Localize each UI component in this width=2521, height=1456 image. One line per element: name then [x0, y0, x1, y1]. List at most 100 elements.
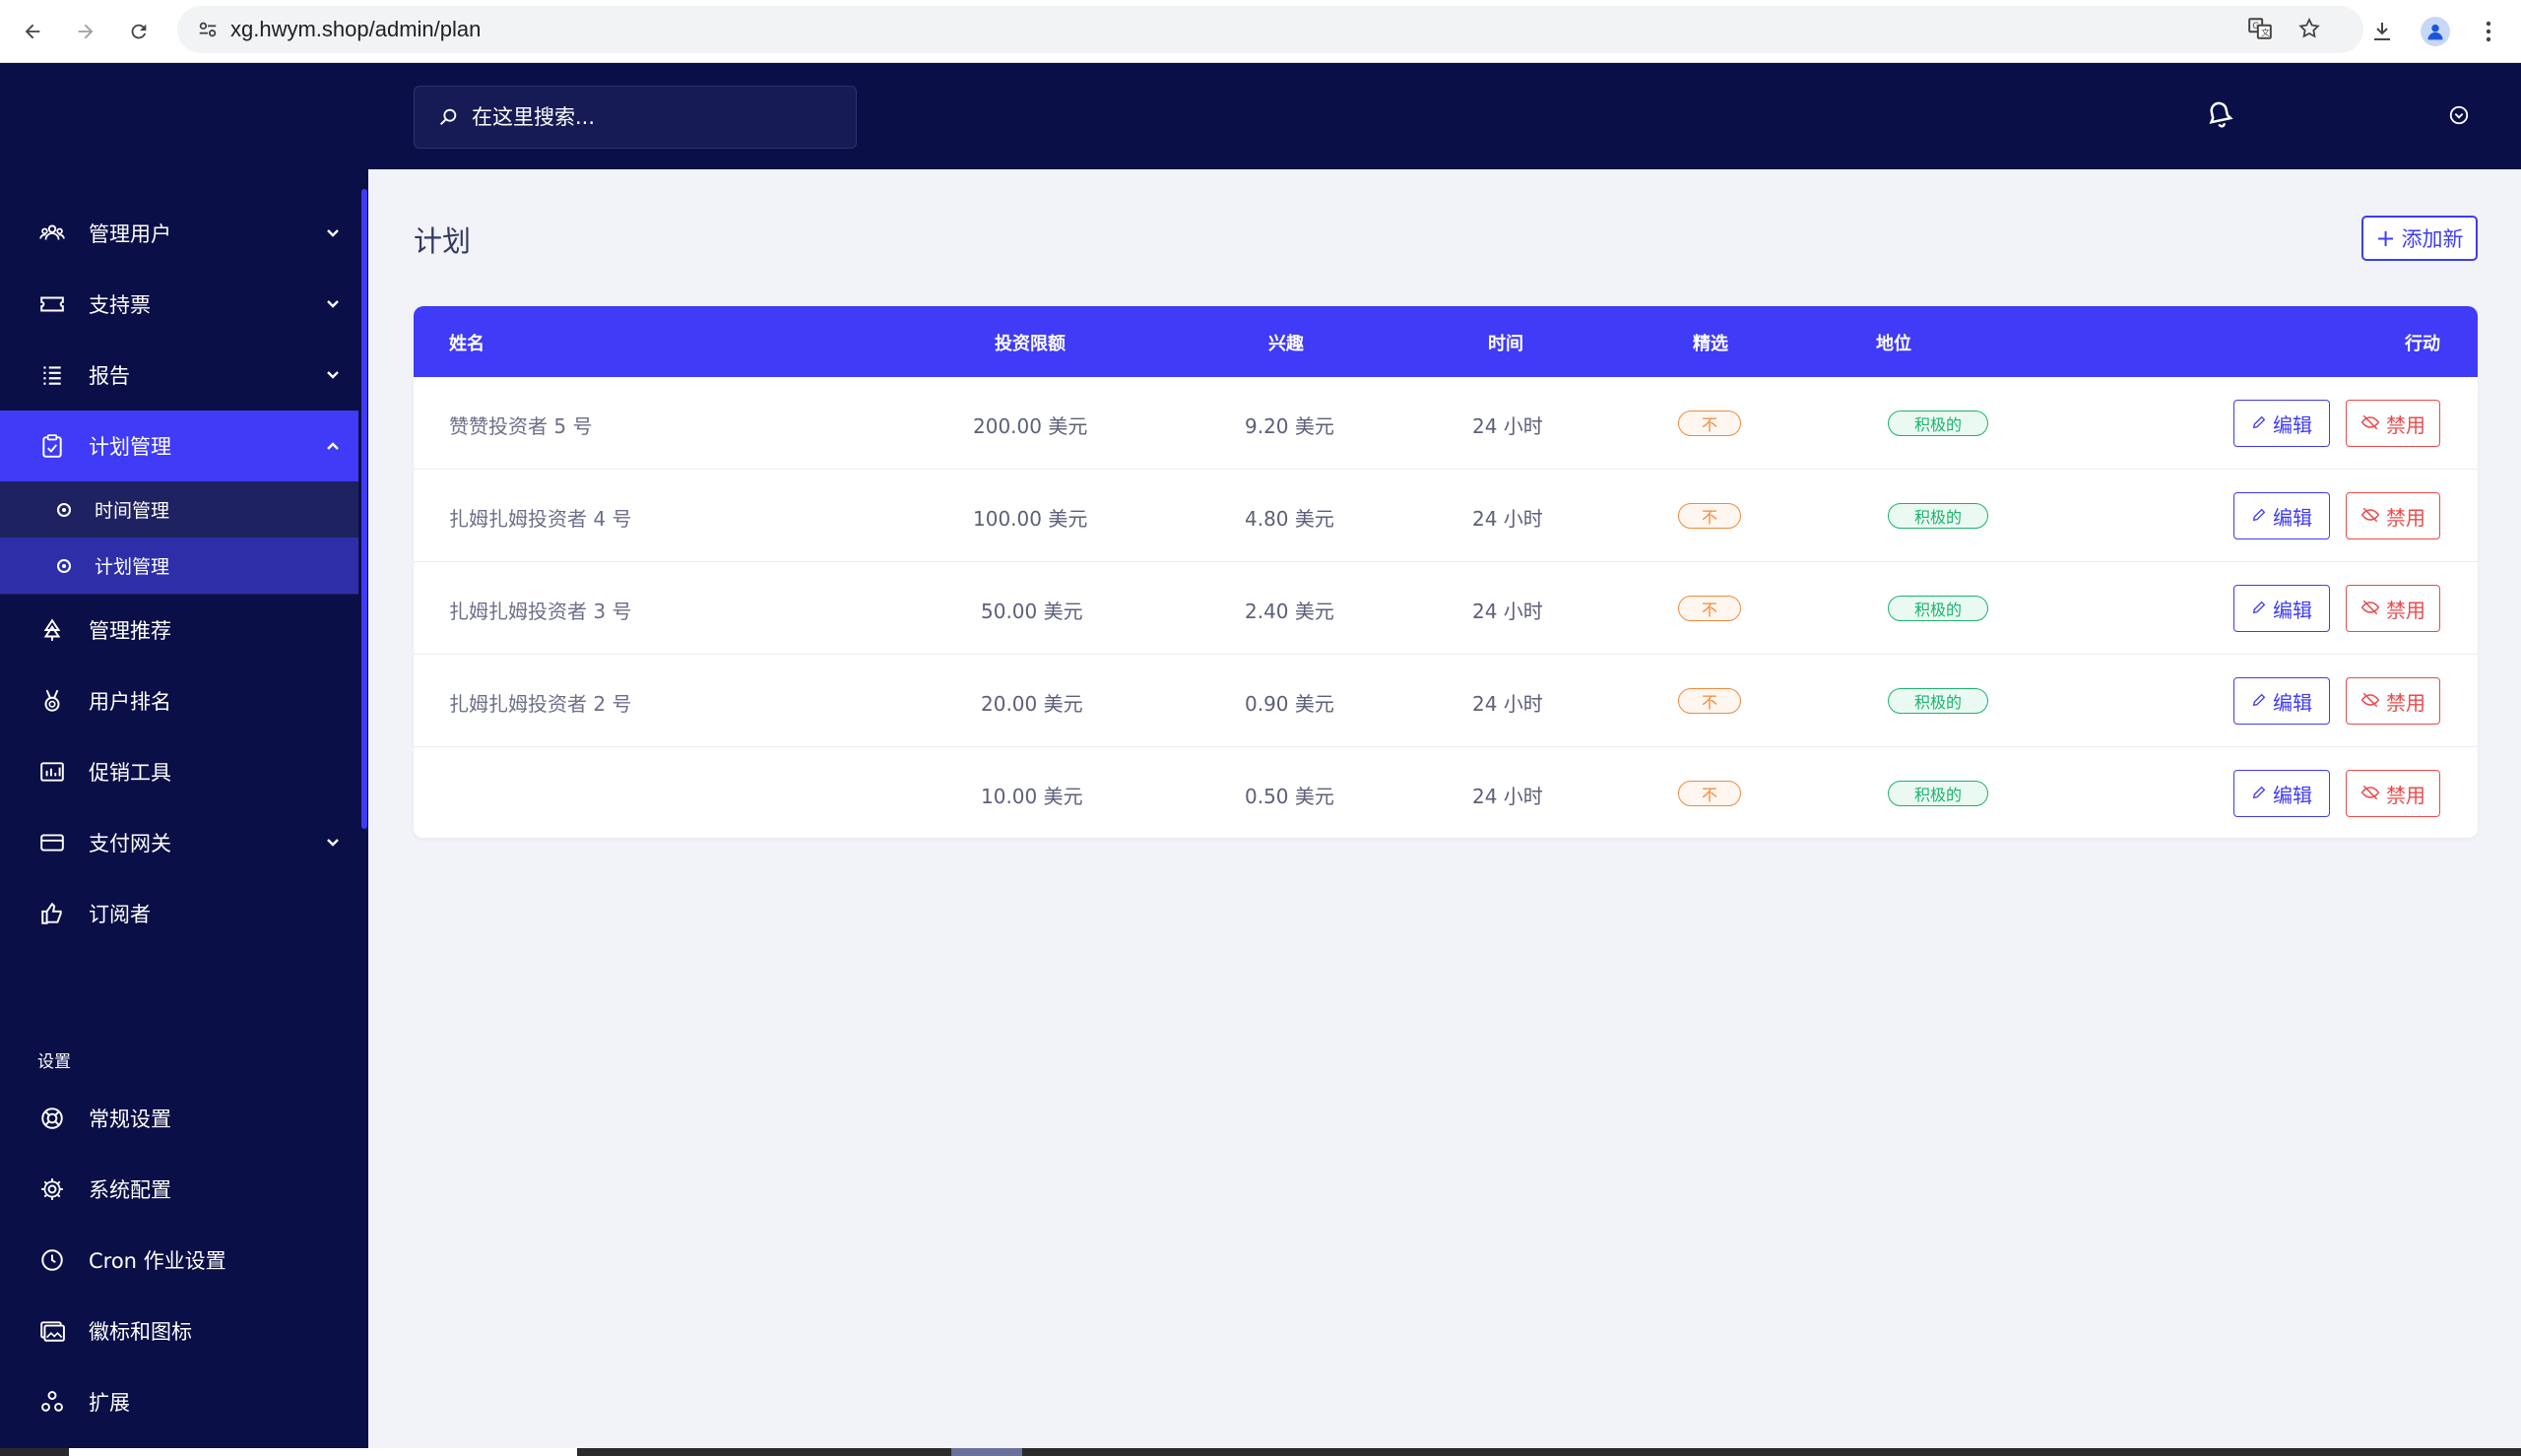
featured-badge: 不: [1678, 688, 1741, 714]
edit-label: 编辑: [2273, 690, 2312, 715]
sidebar-item-reports[interactable]: 报告: [0, 340, 358, 411]
bookmark-star-icon[interactable]: [2291, 10, 2328, 47]
download-icon[interactable]: [2363, 13, 2401, 50]
edit-label: 编辑: [2273, 598, 2312, 622]
sidebar-item-label: 徽标和图标: [89, 1320, 192, 1344]
edit-label: 编辑: [2273, 783, 2312, 807]
sidebar-item-user-ranking[interactable]: 用户排名: [0, 665, 358, 736]
profile-avatar-icon[interactable]: [2417, 13, 2454, 50]
back-arrow-icon[interactable]: [14, 13, 51, 50]
more-menu-icon[interactable]: [2470, 13, 2507, 50]
disable-button[interactable]: 禁用: [2346, 770, 2440, 817]
disable-label: 禁用: [2386, 598, 2425, 622]
sidebar-item-manage-referrals[interactable]: 管理推荐: [0, 595, 358, 665]
featured-badge: 不: [1678, 503, 1741, 529]
forward-arrow-icon[interactable]: [67, 13, 104, 50]
featured-badge: 不: [1678, 596, 1741, 621]
sidebar-item-label: 支付网关: [89, 832, 171, 855]
lifebuoy-icon: [37, 1104, 67, 1133]
plan-management-submenu: 时间管理 计划管理: [0, 481, 358, 595]
edit-button[interactable]: 编辑: [2233, 585, 2330, 632]
status-badge: 积极的: [1888, 781, 1988, 806]
users-icon: [37, 219, 67, 248]
sidebar-item-manage-users[interactable]: 管理用户: [0, 198, 358, 269]
edit-label: 编辑: [2273, 412, 2312, 437]
plan-name: 扎姆扎姆投资者 4 号: [449, 507, 632, 531]
edit-button[interactable]: 编辑: [2233, 677, 2330, 725]
disable-button[interactable]: 禁用: [2346, 400, 2440, 447]
url-text[interactable]: xg.hwym.shop/admin/plan: [230, 17, 482, 41]
sidebar-scrollbar[interactable]: [361, 189, 367, 829]
plan-time: 24 小时: [1472, 600, 1543, 623]
sidebar-item-payment-gateway[interactable]: 支付网关: [0, 807, 358, 878]
credit-card-icon: [37, 828, 67, 857]
sidebar-item-subscribers[interactable]: 订阅者: [0, 878, 358, 949]
list-icon: [37, 360, 67, 390]
submenu-item-time-management[interactable]: 时间管理: [0, 481, 358, 538]
gear-icon: [37, 1174, 67, 1204]
eye-slash-icon: [2360, 411, 2380, 435]
pencil-icon: [2251, 411, 2267, 435]
disable-button[interactable]: 禁用: [2346, 585, 2440, 632]
edit-button[interactable]: 编辑: [2233, 770, 2330, 817]
column-header-limit: 投资限额: [995, 334, 1066, 354]
thumbs-up-icon: [37, 899, 67, 928]
sidebar-item-general-settings[interactable]: 常规设置: [0, 1083, 358, 1154]
column-header-action: 行动: [2405, 334, 2440, 354]
add-new-label: 添加新: [2401, 227, 2464, 251]
edit-button[interactable]: 编辑: [2233, 492, 2330, 539]
plan-interest: 2.40 美元: [1245, 600, 1334, 623]
pencil-icon: [2251, 689, 2267, 713]
sidebar-section-settings: 设置: [37, 1052, 71, 1072]
sidebar-item-label: 计划管理: [89, 435, 171, 459]
add-new-button[interactable]: + 添加新: [2361, 216, 2478, 261]
table-row: 扎姆扎姆投资者 2 号 20.00 美元 0.90 美元 24 小时 不 积极的…: [414, 655, 2478, 747]
sidebar-item-label: 管理推荐: [89, 619, 171, 643]
scrollbar-thumb[interactable]: [69, 1448, 577, 1456]
horizontal-scrollbar[interactable]: [0, 1448, 2521, 1456]
table-row: 扎姆扎姆投资者 4 号 100.00 美元 4.80 美元 24 小时 不 积极…: [414, 470, 2478, 562]
disable-button[interactable]: 禁用: [2346, 492, 2440, 539]
sidebar-item-logo-icon[interactable]: 徽标和图标: [0, 1296, 358, 1366]
circle-dot-icon: [57, 558, 71, 573]
disable-button[interactable]: 禁用: [2346, 677, 2440, 725]
column-header-time: 时间: [1488, 334, 1523, 354]
table-row: 赞赞投资者 5 号 200.00 美元 9.20 美元 24 小时 不 积极的 …: [414, 377, 2478, 470]
edit-button[interactable]: 编辑: [2233, 400, 2330, 447]
sidebar-item-label: Cron 作业设置: [89, 1249, 226, 1273]
table-row: 10.00 美元 0.50 美元 24 小时 不 积极的 编辑 禁用: [414, 747, 2478, 838]
eye-slash-icon: [2360, 504, 2380, 528]
reload-icon[interactable]: [120, 13, 158, 50]
chevron-down-icon: [323, 223, 343, 243]
sidebar-item-plan-management[interactable]: 计划管理: [0, 411, 358, 481]
clipboard-icon: [37, 431, 67, 461]
edit-label: 编辑: [2273, 505, 2312, 530]
sidebar-item-system-config[interactable]: 系统配置: [0, 1154, 358, 1225]
pencil-icon: [2251, 597, 2267, 620]
sidebar-item-promotion-tools[interactable]: 促销工具: [0, 736, 358, 807]
eye-slash-icon: [2360, 689, 2380, 713]
notification-bell-icon[interactable]: [2200, 95, 2239, 134]
chevron-up-icon: [323, 436, 343, 456]
images-icon: [37, 1316, 67, 1346]
plus-icon: +: [2375, 224, 2396, 252]
search-input[interactable]: [472, 105, 846, 129]
user-menu-dropdown-icon[interactable]: [2444, 100, 2474, 130]
site-settings-icon[interactable]: [193, 15, 223, 44]
search-box[interactable]: [414, 86, 857, 149]
column-header-status: 地位: [1876, 334, 1911, 354]
medal-icon: [37, 686, 67, 716]
cubes-icon: [37, 1387, 67, 1417]
referral-tree-icon: [37, 615, 67, 645]
plans-table: 姓名 投资限额 兴趣 时间 精选 地位 行动 赞赞投资者 5 号 200.00 …: [414, 306, 2478, 838]
submenu-item-plan-management[interactable]: 计划管理: [0, 538, 358, 594]
plan-interest: 0.90 美元: [1245, 692, 1334, 716]
address-bar[interactable]: xg.hwym.shop/admin/plan: [177, 6, 2363, 53]
sidebar-item-cron-settings[interactable]: Cron 作业设置: [0, 1225, 358, 1296]
submenu-item-label: 计划管理: [95, 556, 170, 578]
sidebar-item-label: 订阅者: [89, 903, 151, 926]
sidebar-item-support-tickets[interactable]: 支持票: [0, 269, 358, 340]
chevron-down-icon: [323, 365, 343, 385]
sidebar-item-extensions[interactable]: 扩展: [0, 1366, 358, 1437]
